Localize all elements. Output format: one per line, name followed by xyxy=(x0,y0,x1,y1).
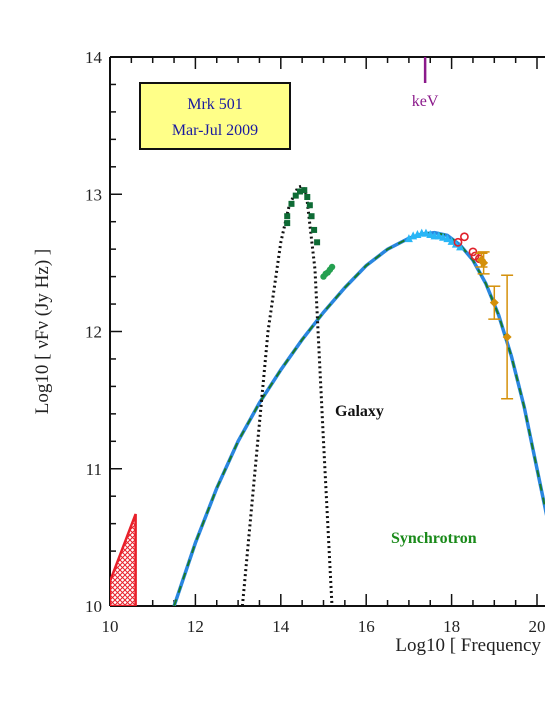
y-tick-label: 11 xyxy=(86,460,102,479)
optical-point xyxy=(308,213,315,220)
optical-point xyxy=(297,188,304,195)
source-date: Mar-Jul 2009 xyxy=(172,122,258,139)
hard-xray-point xyxy=(453,237,463,247)
y-axis-title: Log10 [ νFν (Jy Hz) ] xyxy=(32,249,53,414)
source-name: Mrk 501 xyxy=(187,96,243,113)
optical-point xyxy=(292,192,299,199)
gamma-point xyxy=(502,332,512,342)
uv-point xyxy=(328,263,336,271)
top-marker-label: keV xyxy=(412,93,439,110)
optical-point xyxy=(284,213,291,220)
synchrotron-label: Synchrotron xyxy=(391,530,477,547)
y-tick-label: 14 xyxy=(85,48,103,67)
xray-point xyxy=(456,242,465,251)
galaxy-template-line xyxy=(240,184,334,606)
optical-point xyxy=(314,239,321,246)
y-tick-label: 10 xyxy=(85,597,102,616)
xray-point xyxy=(447,236,456,245)
xray-point xyxy=(404,234,413,243)
gamma-point xyxy=(489,298,499,308)
x-tick-label: 10 xyxy=(102,617,119,636)
optical-point xyxy=(284,220,291,227)
optical-point xyxy=(311,226,318,233)
x-axis-title: Log10 [ Frequency xyxy=(395,635,541,656)
optical-point xyxy=(304,193,311,200)
synchrotron-dashed-line xyxy=(173,231,545,606)
xray-point xyxy=(443,234,452,243)
synchrotron-model-line xyxy=(172,230,545,606)
x-tick-label: 16 xyxy=(358,617,375,636)
chart-labels: 10 12 14 16 18 20 10 11 12 13 14 Log10 [ Frequency L… xyxy=(32,48,545,656)
optical-point xyxy=(288,200,295,207)
x-tick-label: 20 xyxy=(529,617,545,636)
gamma-point xyxy=(479,258,489,268)
radio-region xyxy=(110,513,137,606)
x-tick-label: 14 xyxy=(272,617,290,636)
y-tick-label: 12 xyxy=(85,323,102,342)
x-tick-label: 12 xyxy=(187,617,204,636)
x-tick-label: 18 xyxy=(443,617,460,636)
plot-area xyxy=(110,184,545,606)
hard-xray-point xyxy=(460,232,469,242)
optical-point xyxy=(301,187,308,194)
plot-axes xyxy=(109,56,545,607)
galaxy-label: Galaxy xyxy=(335,403,384,420)
y-tick-label: 13 xyxy=(85,185,102,204)
legend-box xyxy=(139,82,291,150)
optical-point xyxy=(306,202,313,209)
